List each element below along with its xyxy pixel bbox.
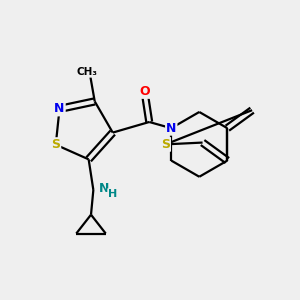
Text: N: N [54, 102, 65, 116]
Text: S: S [51, 138, 60, 151]
Text: S: S [161, 138, 170, 151]
Text: N: N [166, 122, 176, 135]
Text: O: O [139, 85, 150, 98]
Text: N: N [99, 182, 109, 195]
Text: H: H [108, 189, 117, 199]
Text: CH₃: CH₃ [77, 67, 98, 77]
